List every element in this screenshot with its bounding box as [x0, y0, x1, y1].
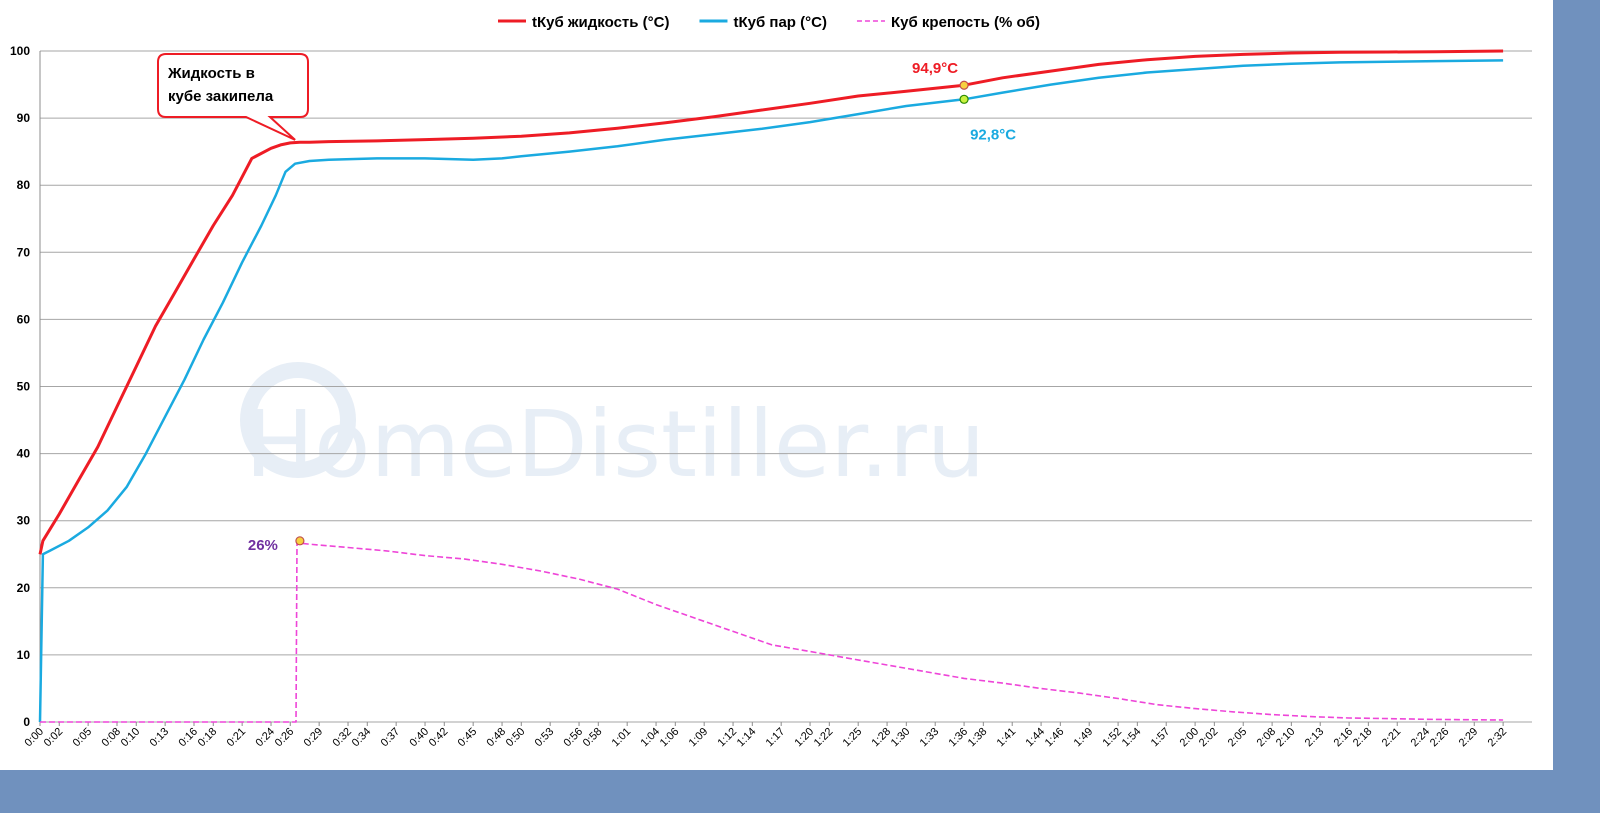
x-tick-label: 1:01: [610, 726, 634, 750]
legend-label: tКуб жидкость (°С): [532, 14, 669, 31]
x-tick-label: 0:10: [119, 726, 143, 750]
gridlines: [39, 50, 1532, 723]
strength-highlight-label: 26%: [248, 537, 278, 554]
vapor-highlight-point: [959, 94, 969, 104]
x-tick-label: 0:16: [177, 726, 201, 750]
x-tick-label: 0:29: [302, 726, 326, 750]
x-tick-label: 2:13: [1303, 726, 1327, 750]
y-tick-label: 30: [17, 514, 31, 528]
x-tick-label: 1:44: [1024, 726, 1048, 750]
x-tick-label: 0:24: [254, 726, 278, 750]
x-tick-label: 2:10: [1274, 726, 1298, 750]
x-tick-label: 1:46: [1043, 726, 1067, 750]
x-tick-label: 1:30: [889, 726, 913, 750]
callout-box: [157, 53, 309, 141]
x-tick-label: 1:25: [841, 726, 865, 750]
y-tick-label: 90: [17, 111, 31, 125]
series-lines: [38, 49, 1504, 723]
x-tick-label: 2:18: [1351, 726, 1375, 750]
x-tick-label: 1:57: [1149, 726, 1173, 750]
x-tick-label: 2:05: [1226, 726, 1250, 750]
callout-text-line: Жидкость в: [167, 65, 255, 82]
x-tick-label: 0:32: [331, 726, 355, 750]
x-tick-label: 1:14: [735, 726, 759, 750]
series-line-vapor-temp: [38, 59, 1504, 723]
x-tick-label: 1:12: [716, 726, 740, 750]
vapor-highlight-label: 92,8°C: [970, 126, 1016, 143]
x-tick-label: 0:58: [581, 726, 605, 750]
series-line-strength: [40, 542, 1504, 723]
x-tick-label: 2:02: [1197, 726, 1221, 750]
x-tick-label: 0:34: [350, 726, 374, 750]
x-tick-label: 1:49: [1072, 726, 1096, 750]
x-tick-label: 0:13: [148, 726, 172, 750]
x-tick-label: 1:41: [995, 726, 1019, 750]
x-tick-label: 2:24: [1409, 726, 1433, 750]
y-tick-label: 10: [17, 648, 31, 662]
x-tick-label: 1:54: [1120, 726, 1144, 750]
x-tick-label: 0:56: [562, 726, 586, 750]
x-tick-label: 0:42: [427, 726, 451, 750]
x-tick-label: 0:37: [379, 726, 403, 750]
chart-area: HomeDistiller.ru 0 10 20 30 40 50 60 70 80 90 100 …: [0, 0, 1553, 770]
x-tick-label: 1:06: [658, 726, 682, 750]
x-axis-ticks: 0:000:02 0:05 0:080:10 0:13 0:160:18 0:21 0:24…: [22, 722, 1509, 749]
liquid-highlight-point: [959, 80, 969, 90]
x-tick-label: 2:21: [1380, 726, 1404, 750]
x-tick-label: 1:04: [639, 726, 663, 750]
watermark-logo-icon: [240, 362, 356, 478]
strength-highlight-point: [295, 536, 305, 546]
liquid-highlight-label: 94,9°C: [912, 60, 958, 77]
legend: tКуб жидкость (°С) tКуб пар (°С) Куб крепо…: [498, 14, 1040, 31]
x-tick-label: 1:17: [764, 726, 788, 750]
x-tick-label: 0:45: [456, 726, 480, 750]
highlight-points: 94,9°C 92,8°C 26%: [248, 60, 1016, 554]
x-tick-label: 2:26: [1428, 726, 1452, 750]
x-tick-label: 0:05: [71, 726, 95, 750]
x-tick-label: 0:18: [196, 726, 220, 750]
x-tick-label: 0:00: [22, 726, 46, 750]
boiling-callout: Жидкость в кубе закипела: [157, 53, 309, 141]
x-tick-label: 0:48: [485, 726, 509, 750]
line-chart: HomeDistiller.ru 0102030405060708090100 …: [10, 14, 1532, 749]
x-tick-label: 1:36: [947, 726, 971, 750]
y-tick-label: 20: [17, 581, 31, 595]
x-tick-label: 1:28: [870, 726, 894, 750]
x-tick-label: 0:26: [273, 726, 297, 750]
y-tick-label: 100: [10, 44, 30, 58]
y-axis-ticks: 0 10 20 30 40 50 60 70 80 90 100: [10, 44, 30, 729]
y-tick-label: 70: [17, 245, 31, 259]
series-line-liquid-temp: [38, 49, 1504, 555]
x-tick-label: 1:38: [966, 726, 990, 750]
x-tick-label: 2:16: [1332, 726, 1356, 750]
callout-text-line: кубе закипела: [168, 88, 274, 105]
y-tick-label: 50: [17, 380, 31, 394]
x-tick-label: 0:40: [408, 726, 432, 750]
x-tick-label: 2:29: [1457, 726, 1481, 750]
x-tick-label: 0:50: [504, 726, 528, 750]
y-tick-label: 80: [17, 178, 31, 192]
x-tick-label: 1:52: [1101, 726, 1125, 750]
legend-label: tКуб пар (°С): [733, 14, 826, 31]
x-tick-label: 0:08: [99, 726, 123, 750]
legend-label: Куб крепость (% об): [891, 14, 1040, 31]
x-tick-label: 2:32: [1486, 726, 1510, 750]
x-tick-label: 2:00: [1178, 726, 1202, 750]
y-tick-label: 40: [17, 447, 31, 461]
x-tick-label: 1:20: [793, 726, 817, 750]
x-tick-label: 1:09: [687, 726, 711, 750]
x-tick-label: 0:21: [225, 726, 249, 750]
x-tick-label: 1:33: [918, 726, 942, 750]
x-tick-label: 0:02: [42, 726, 66, 750]
x-tick-label: 0:53: [533, 726, 557, 750]
y-tick-label: 60: [17, 312, 31, 326]
y-tick-label: 0: [23, 715, 30, 729]
x-tick-label: 2:08: [1255, 726, 1279, 750]
watermark-text: HomeDistiller.ru: [245, 391, 985, 498]
x-tick-label: 1:22: [812, 726, 836, 750]
